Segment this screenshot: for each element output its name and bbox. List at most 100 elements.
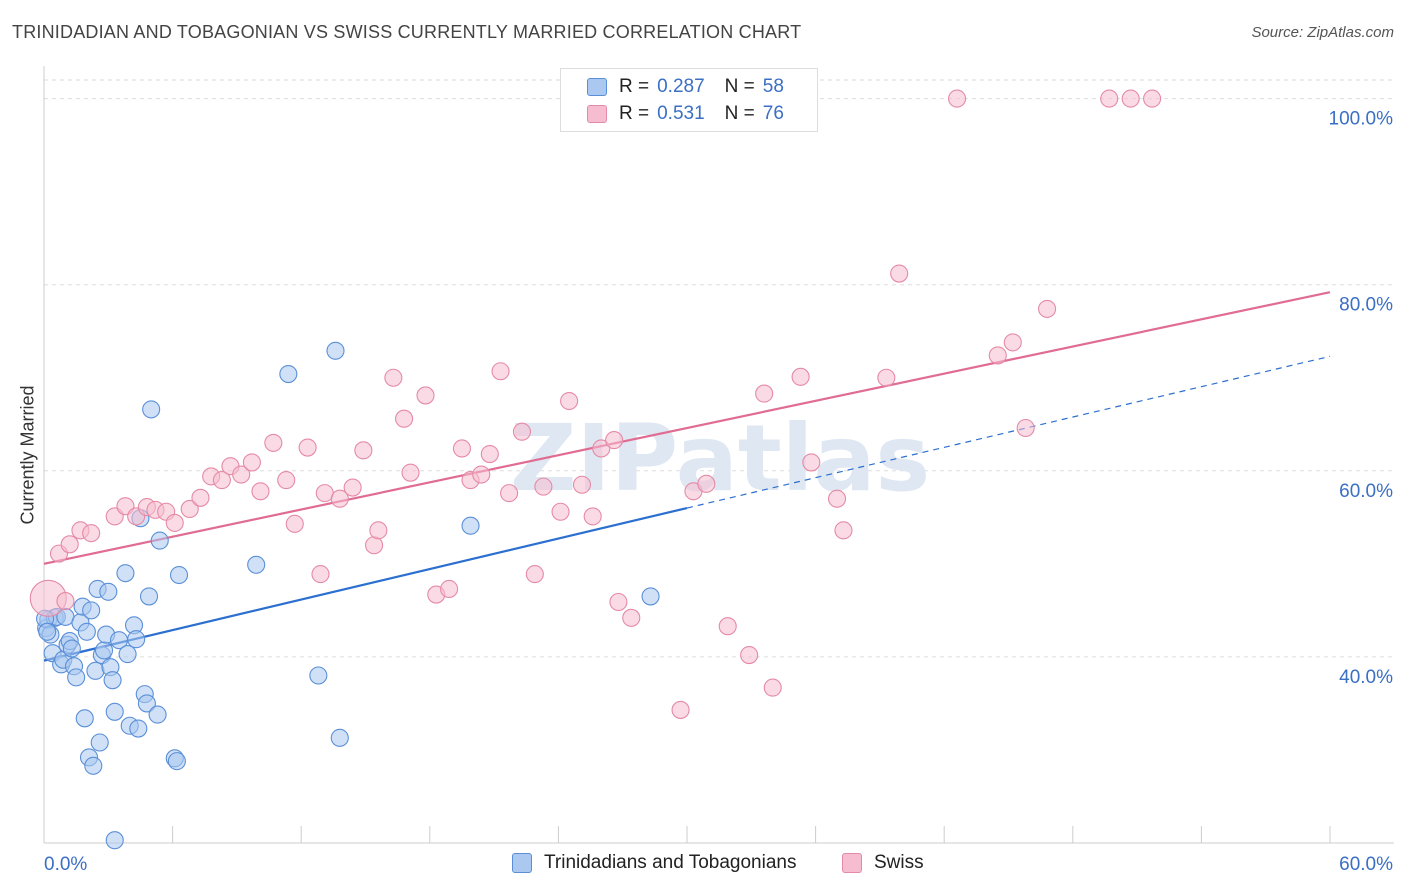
point-swiss <box>763 678 782 697</box>
legend-n-label: N = <box>724 103 755 124</box>
y-axis-label: Currently Married <box>17 385 38 525</box>
point-swiss <box>452 439 472 458</box>
point-trinidadian <box>77 622 96 641</box>
legend-n-value: 58 <box>762 76 784 97</box>
point-swiss <box>315 484 334 503</box>
bottom-legend-label: Swiss <box>874 852 924 873</box>
point-swiss <box>60 535 79 554</box>
point-swiss <box>1003 333 1022 352</box>
point-trinidadian <box>139 587 159 606</box>
bottom-legend-swatch-blue <box>512 853 532 873</box>
point-trinidadian <box>167 752 186 771</box>
point-trinidadian <box>330 728 349 747</box>
point-swiss <box>877 368 896 387</box>
point-trinidadian <box>75 709 94 728</box>
point-swiss <box>1143 89 1162 108</box>
legend-swatch-pink <box>587 105 607 123</box>
point-swiss <box>512 422 532 441</box>
trendline-trinidadian <box>43 506 688 662</box>
point-swiss <box>369 521 388 540</box>
point-trinidadian <box>38 622 57 641</box>
point-trinidadian <box>94 641 114 660</box>
point-swiss <box>1038 299 1057 318</box>
point-trinidadian <box>150 531 169 550</box>
point-trinidadian <box>641 587 660 606</box>
point-trinidadian <box>309 666 328 685</box>
point-swiss <box>534 477 553 496</box>
point-trinidadian <box>67 668 86 687</box>
point-swiss <box>622 608 641 627</box>
point-swiss <box>191 488 210 507</box>
point-swiss <box>285 514 304 533</box>
point-swiss <box>583 507 602 526</box>
point-swiss <box>330 489 349 508</box>
point-trinidadian <box>105 702 124 721</box>
watermark: ZIPatlas <box>510 405 930 512</box>
point-trinidadian <box>247 555 266 574</box>
point-swiss <box>440 579 459 599</box>
point-trinidadian <box>99 582 118 601</box>
point-swiss <box>56 592 75 611</box>
point-trinidadian <box>86 661 105 680</box>
point-swiss <box>718 617 737 636</box>
point-swiss <box>592 439 611 458</box>
point-swiss <box>82 524 101 543</box>
legend-swatch-blue <box>587 78 607 96</box>
point-trinidadian <box>105 831 124 850</box>
point-swiss <box>740 645 759 665</box>
point-swiss <box>671 700 690 719</box>
point-swiss <box>242 453 261 472</box>
point-swiss <box>311 565 330 584</box>
point-swiss <box>572 475 592 494</box>
point-swiss <box>384 368 403 387</box>
point-trinidadian <box>62 639 81 658</box>
point-swiss <box>609 592 628 612</box>
bottom-legend-swatch-pink <box>842 853 862 873</box>
axis-layer <box>43 66 1394 844</box>
point-swiss <box>525 565 544 584</box>
point-swiss <box>277 471 296 490</box>
label-layer: 40.0% 60.0% 80.0% 100.0% 0.0% 60.0% <box>44 109 1393 875</box>
point-swiss <box>1121 89 1140 108</box>
trendline-swiss <box>43 291 1331 565</box>
grid-layer <box>44 79 1394 658</box>
source-label: Source: ZipAtlas.com <box>1251 24 1394 41</box>
point-swiss <box>395 409 414 428</box>
trend-layer <box>43 291 1331 662</box>
point-swiss <box>948 89 967 108</box>
legend-n-label: N = <box>724 76 755 97</box>
point-swiss <box>212 471 231 490</box>
point-swiss <box>988 346 1007 365</box>
point-swiss <box>551 502 570 521</box>
bottom-legend-swiss: Swiss <box>842 852 924 874</box>
legend-row-swiss: R = 0.531 N = 76 <box>587 101 784 127</box>
points-layer <box>29 89 1162 850</box>
point-swiss <box>605 431 624 450</box>
y-tick-label: 40.0% <box>1339 667 1393 688</box>
point-swiss <box>802 453 821 472</box>
point-swiss <box>354 441 373 460</box>
y-tick-label: 100.0% <box>1329 109 1394 130</box>
legend-r-label: R = <box>619 76 650 97</box>
point-trinidadian <box>326 341 345 360</box>
point-trinidadian <box>142 400 161 419</box>
point-swiss <box>834 521 853 540</box>
point-trinidadian <box>103 671 122 690</box>
point-trinidadian <box>118 645 137 664</box>
point-swiss <box>491 362 510 381</box>
point-swiss <box>401 463 420 482</box>
trendline-trinidadian-extension <box>686 355 1331 509</box>
point-trinidadian <box>84 756 103 775</box>
point-swiss <box>165 513 184 532</box>
point-trinidadian <box>82 601 101 620</box>
x-tick-label: 0.0% <box>44 854 87 875</box>
point-swiss <box>264 433 283 452</box>
point-swiss <box>697 474 716 493</box>
legend-r-value: 0.287 <box>657 76 705 97</box>
point-swiss <box>180 499 199 519</box>
point-trinidadian <box>90 733 109 752</box>
point-trinidadian <box>148 705 167 724</box>
point-swiss <box>472 465 491 484</box>
point-swiss <box>791 367 810 386</box>
